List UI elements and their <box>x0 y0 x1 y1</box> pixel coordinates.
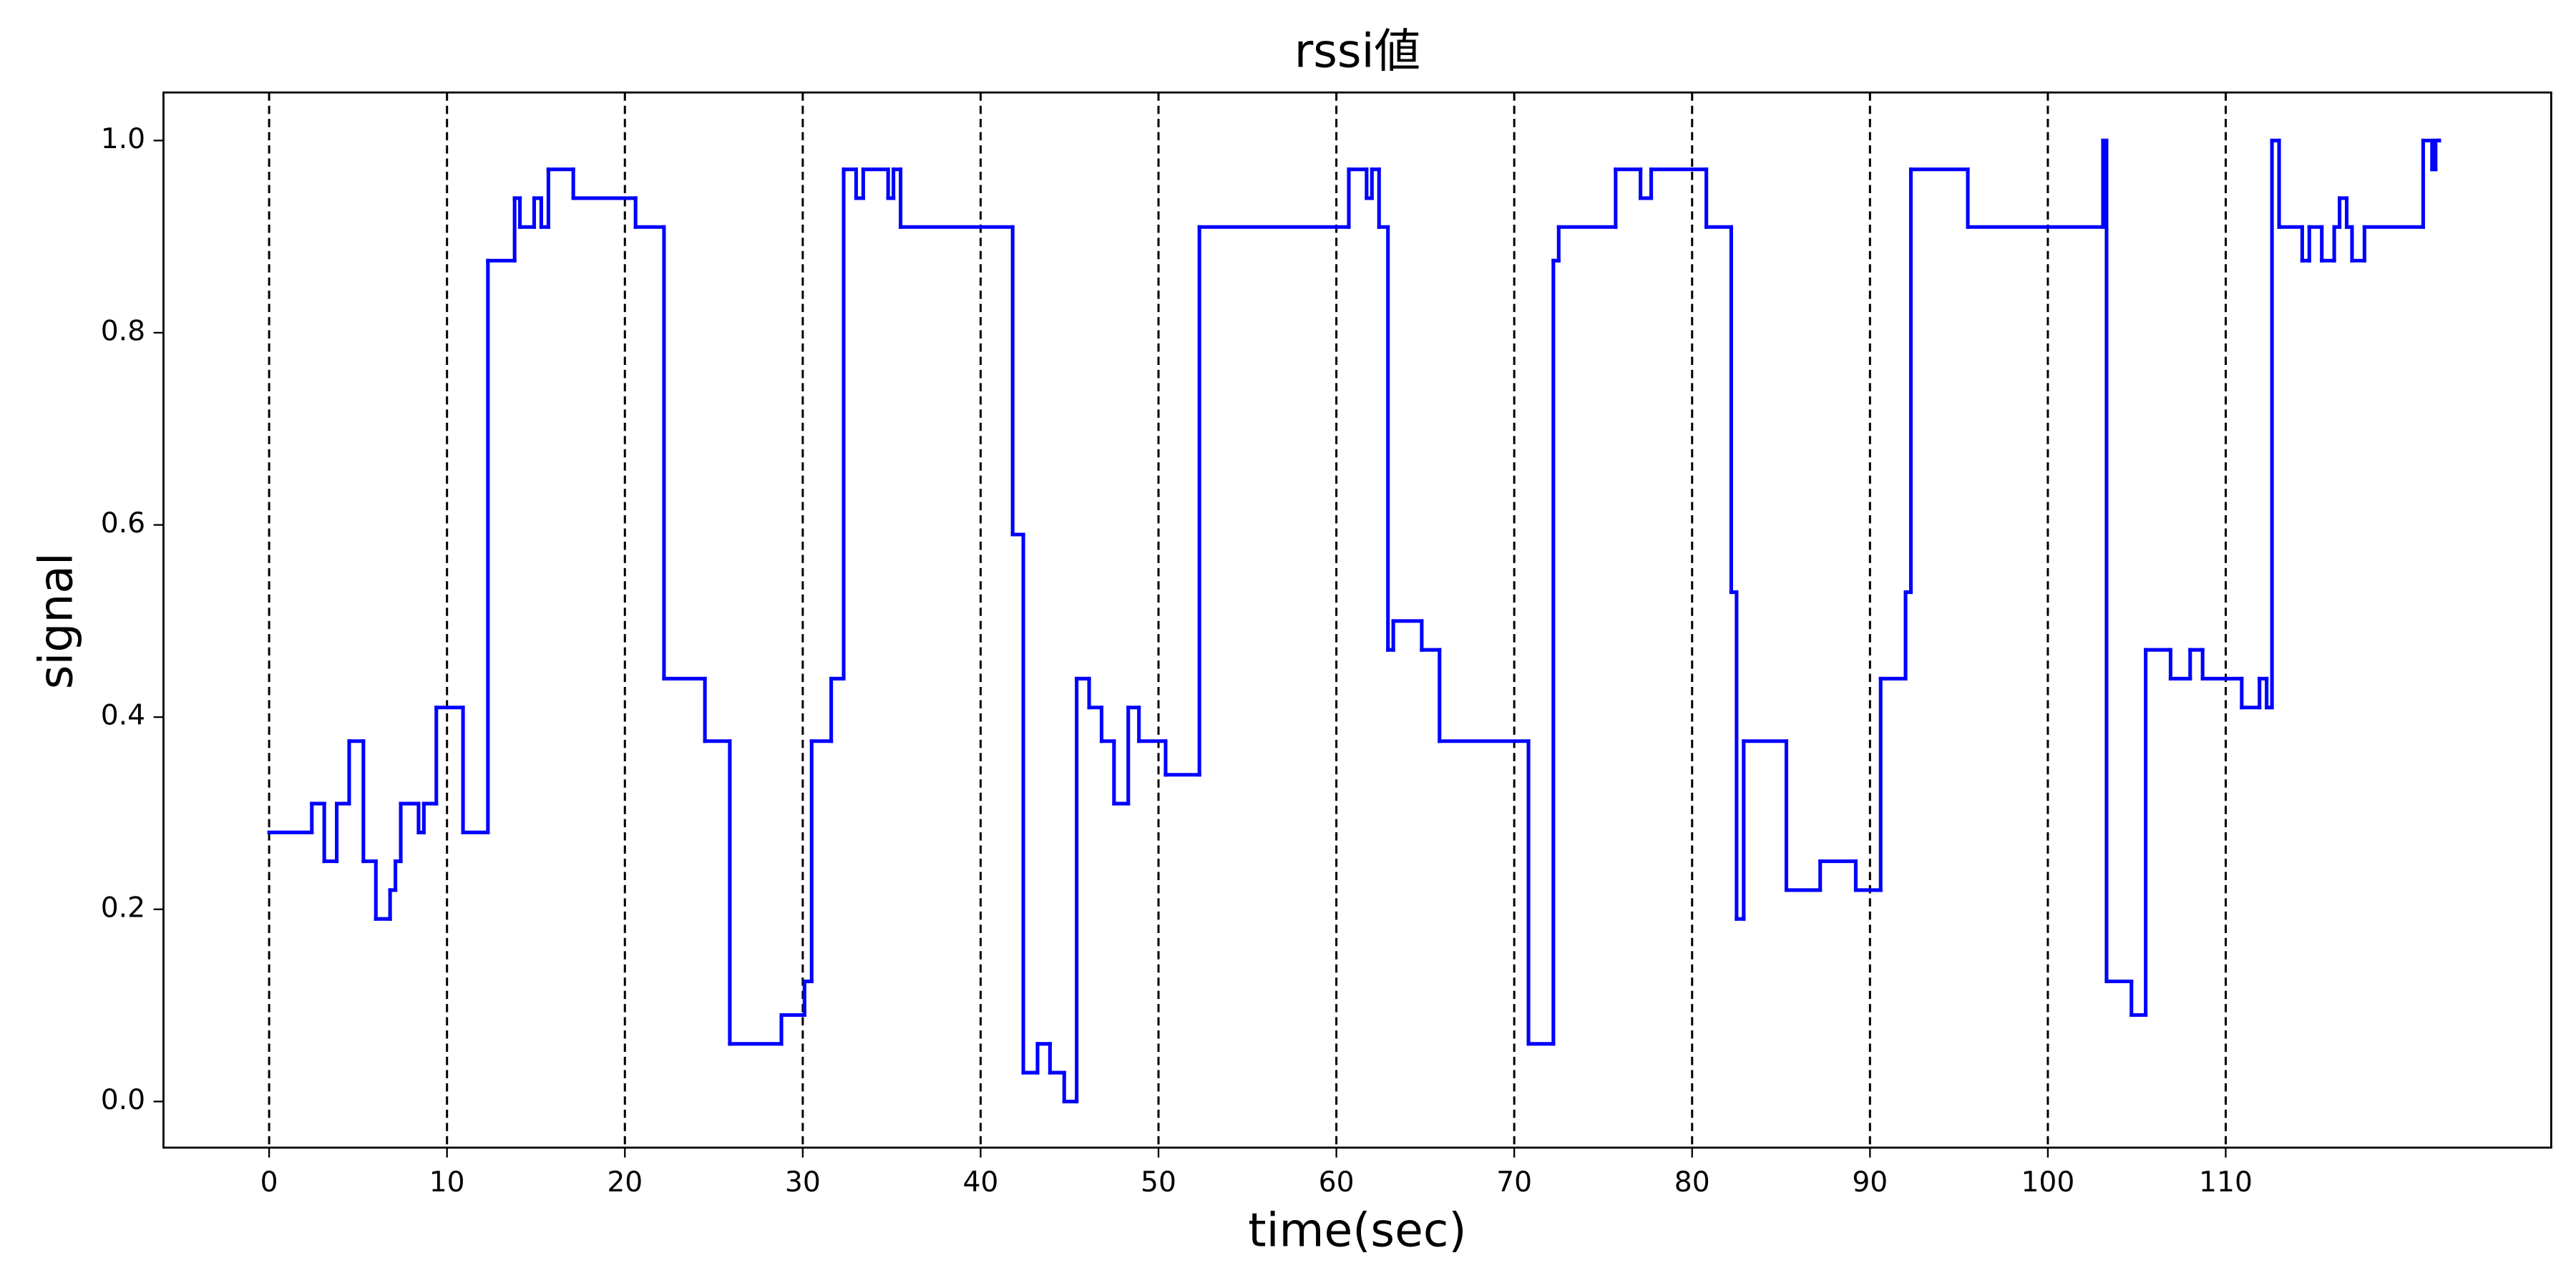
x-tick-label: 50 <box>1141 1166 1176 1199</box>
x-axis-label: time(sec) <box>1248 1204 1466 1257</box>
x-tick-label: 100 <box>2021 1166 2074 1199</box>
x-tick-label: 60 <box>1319 1166 1355 1199</box>
y-axis-label: signal <box>30 552 84 689</box>
x-tick-label: 110 <box>2199 1166 2253 1199</box>
x-tick-label: 80 <box>1674 1166 1710 1199</box>
x-tick-label: 10 <box>429 1166 465 1199</box>
x-tick-label: 0 <box>260 1166 278 1199</box>
x-tick-label: 70 <box>1496 1166 1532 1199</box>
x-tick-label: 30 <box>785 1166 821 1199</box>
y-tick-label: 0.0 <box>101 1084 145 1116</box>
y-tick-label: 0.8 <box>101 315 145 347</box>
chart-title: rssi値 <box>1294 25 1420 79</box>
x-tick-label: 20 <box>607 1166 643 1199</box>
y-tick-label: 0.6 <box>101 507 145 540</box>
plot-frame <box>162 91 2552 1149</box>
x-tick-label: 90 <box>1852 1166 1888 1199</box>
y-tick-label: 1.0 <box>101 123 145 155</box>
x-tick-label: 40 <box>962 1166 998 1199</box>
y-tick-label: 0.4 <box>101 700 145 732</box>
y-tick-label: 0.2 <box>101 892 145 924</box>
